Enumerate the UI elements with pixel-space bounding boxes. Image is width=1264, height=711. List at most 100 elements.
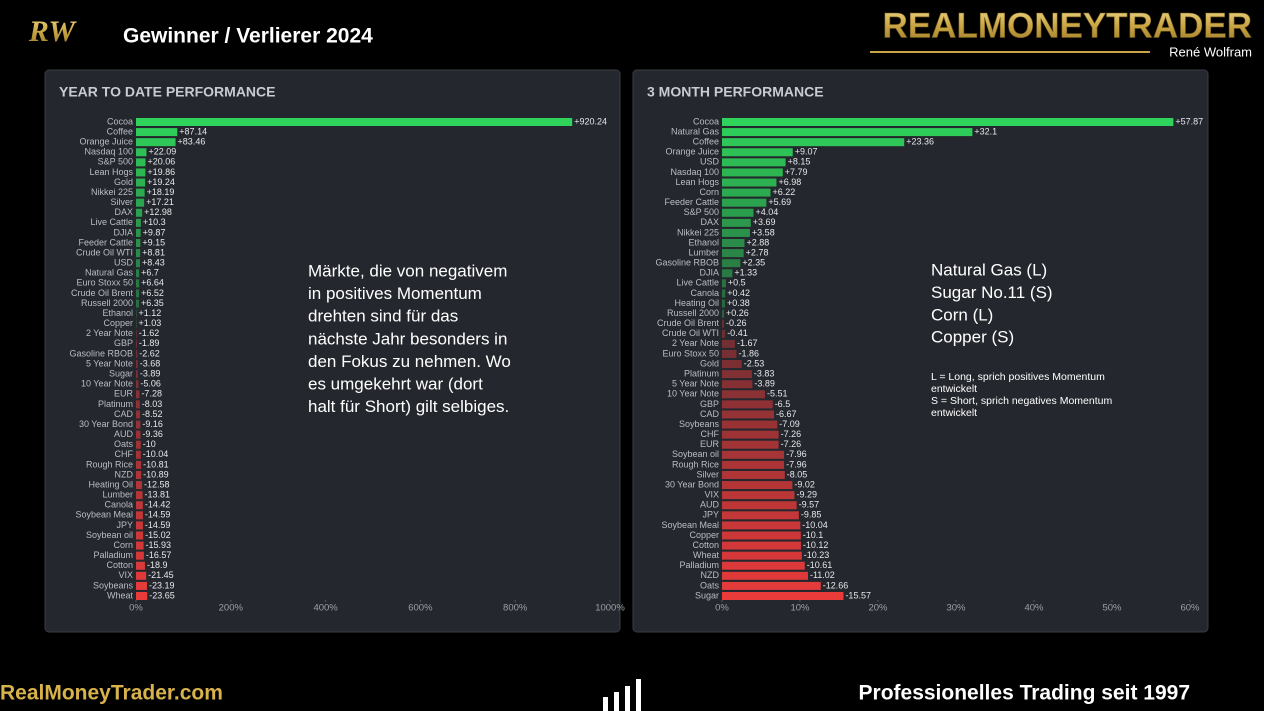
y-tick-label: CHF [115,449,134,459]
bar [136,148,147,157]
bar [136,239,141,248]
bar [136,128,178,137]
bar [722,339,736,348]
data-label: +87.14 [179,126,207,136]
y-tick-label: Heating Oil [674,298,719,308]
bar [136,400,140,409]
y-tick-label: Live Cattle [90,217,133,227]
bar [722,329,726,338]
data-label: -3.68 [140,358,161,368]
y-tick-label: Corn [113,540,133,550]
data-label: +4.04 [756,207,779,217]
bar [136,491,143,500]
bar [722,360,742,369]
data-label: +9.07 [795,147,818,157]
y-tick-label: Rough Rice [672,459,719,469]
data-label: +9.15 [142,237,165,247]
data-label: -7.26 [781,429,802,439]
y-tick-label: Nasdaq 100 [84,147,133,157]
data-label: -3.89 [754,379,775,389]
y-tick-label: DJIA [699,268,719,278]
data-label: +1.33 [734,268,757,278]
y-tick-label: Cotton [106,560,133,570]
data-label: -10.61 [807,560,833,570]
y-tick-label: 5 Year Note [672,379,719,389]
y-tick-label: CAD [700,409,720,419]
y-tick-label: DAX [114,207,133,217]
data-label: -10.1 [803,530,824,540]
data-label: -9.36 [142,429,163,439]
data-label: -7.28 [141,389,162,399]
bar [722,592,844,600]
y-tick-label: Gold [700,358,719,368]
bar [722,511,799,520]
y-tick-label: NZD [701,570,720,580]
x-tick-label: 40% [1024,603,1044,614]
x-tick-label: 800% [503,603,528,614]
x-tick-label: 400% [313,603,338,614]
bar [136,561,145,570]
bar [136,339,137,348]
y-tick-label: Cocoa [693,116,719,126]
data-label: -3.89 [140,369,161,379]
y-tick-label: Corn [699,187,719,197]
data-label: -7.96 [786,449,807,459]
data-label: -0.26 [726,318,747,328]
bar [136,329,137,338]
bar [722,218,751,227]
bar [722,390,765,399]
data-label: +0.26 [726,308,749,318]
data-label: -18.9 [147,560,168,570]
annotation-line: Märkte, die von negativem [308,261,507,280]
y-tick-label: Soybean oil [672,449,719,459]
x-tick-label: 0% [129,603,143,614]
y-tick-label: Nikkei 225 [91,187,133,197]
bar [722,309,725,318]
bar [136,460,142,469]
y-tick-label: 5 Year Note [86,358,133,368]
data-label: -11.02 [810,570,835,580]
data-label: +8.15 [788,157,811,167]
data-label: +9.87 [143,227,166,237]
bar [136,390,140,399]
y-tick-label: Russell 2000 [667,308,719,318]
data-label: +7.79 [785,167,808,177]
y-tick-label: Soybean Meal [75,510,133,520]
bar [136,420,141,429]
bar [722,400,773,409]
data-label: -8.05 [787,469,808,479]
annotation-line: Natural Gas (L) [931,260,1047,279]
y-tick-label: Oats [114,439,134,449]
data-label: -14.59 [145,510,171,520]
bar [722,249,744,258]
y-tick-label: Cotton [692,540,719,550]
bar [136,511,143,520]
bar [136,360,138,369]
y-tick-label: Rough Rice [86,459,133,469]
bar [136,198,145,207]
data-label: -10.04 [802,520,828,530]
y-tick-label: Orange Juice [665,147,719,157]
y-tick-label: JPY [702,510,719,520]
bar [136,188,145,197]
bar [722,501,797,510]
y-tick-label: DJIA [113,227,133,237]
y-tick-label: 2 Year Note [672,338,719,348]
bar [136,259,140,268]
data-label: +12.98 [144,207,172,217]
bar [136,551,144,560]
y-tick-label: Coffee [107,126,133,136]
annotation-line: Copper (S) [931,328,1014,347]
data-label: -10.04 [143,449,169,459]
footer-website: RealMoneyTrader.com [0,682,223,705]
bar [136,581,147,590]
y-tick-label: Cocoa [107,116,133,126]
data-label: -10.89 [143,469,169,479]
bar [136,249,141,258]
data-label: -9.57 [799,500,820,510]
y-tick-label: Lean Hogs [675,177,719,187]
annotation-line: es umgekehrt war (dort [308,374,483,393]
y-tick-label: Crude Oil WTI [662,328,719,338]
y-tick-label: Lumber [688,247,719,257]
